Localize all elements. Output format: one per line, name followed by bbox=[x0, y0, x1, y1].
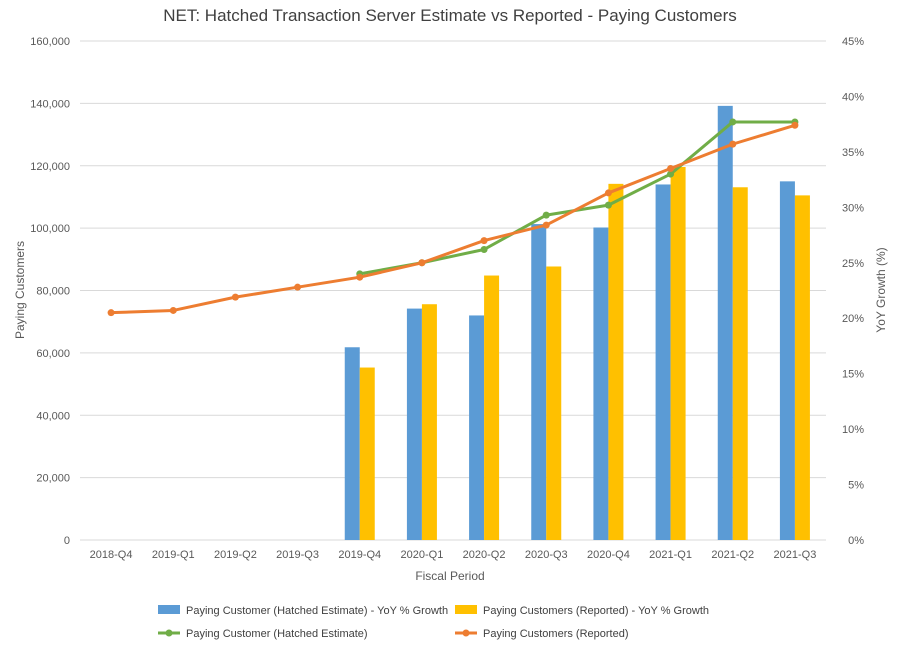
y-tick-label: 80,000 bbox=[36, 286, 70, 298]
y-tick-label: 40,000 bbox=[36, 410, 70, 422]
legend: Paying Customer (Hatched Estimate) - YoY… bbox=[158, 605, 709, 640]
y2-tick-label: 45% bbox=[842, 36, 864, 48]
x-tick-label: 2020-Q4 bbox=[587, 549, 630, 561]
bar-hatched-estimate bbox=[593, 227, 609, 540]
bar-hatched-estimate bbox=[531, 224, 547, 540]
x-tick-label: 2020-Q1 bbox=[401, 549, 444, 561]
y-axis-left: 0 20,000 40,000 60,000 80,000 100,000 120,000 1… bbox=[30, 36, 70, 547]
point-hatched-estimate bbox=[480, 245, 488, 253]
y-tick-label: 60,000 bbox=[36, 348, 70, 360]
x-tick-label: 2021-Q3 bbox=[774, 549, 817, 561]
x-tick-label: 2021-Q2 bbox=[711, 549, 754, 561]
y2-tick-label: 30% bbox=[842, 202, 864, 214]
bar-reported bbox=[359, 367, 375, 540]
bar-reported bbox=[732, 187, 748, 540]
x-tick-label: 2020-Q2 bbox=[463, 549, 506, 561]
x-tick-label: 2020-Q3 bbox=[525, 549, 568, 561]
point-reported bbox=[169, 306, 177, 314]
line-reported bbox=[111, 123, 796, 315]
point-reported bbox=[294, 283, 302, 291]
point-reported bbox=[480, 237, 488, 245]
y-tick-label: 20,000 bbox=[36, 473, 70, 485]
x-tick-label: 2019-Q4 bbox=[338, 549, 381, 561]
point-reported bbox=[356, 273, 364, 281]
chart-title: NET: Hatched Transaction Server Estimate… bbox=[163, 6, 737, 25]
legend-marker bbox=[462, 629, 470, 637]
bar-hatched-estimate bbox=[717, 105, 733, 541]
bar-hatched-estimate bbox=[406, 308, 422, 540]
point-hatched-estimate bbox=[667, 170, 675, 178]
bar-reported bbox=[794, 195, 810, 541]
y2-tick-label: 5% bbox=[848, 480, 864, 492]
point-reported bbox=[604, 189, 612, 197]
y2-tick-label: 40% bbox=[842, 91, 864, 103]
point-reported bbox=[107, 309, 115, 317]
y-tick-label: 120,000 bbox=[30, 161, 70, 173]
y-tick-label: 160,000 bbox=[30, 36, 70, 48]
bar-reported bbox=[670, 166, 686, 540]
bar-reported bbox=[484, 275, 500, 540]
y2-tick-label: 35% bbox=[842, 147, 864, 159]
x-tick-label: 2019-Q2 bbox=[214, 549, 257, 561]
y2-tick-label: 0% bbox=[848, 535, 864, 547]
gridlines bbox=[80, 40, 826, 541]
bar-hatched-estimate bbox=[344, 347, 360, 540]
y-axis-title: Paying Customers bbox=[13, 241, 27, 339]
bar-reported bbox=[421, 304, 437, 540]
point-reported bbox=[667, 165, 675, 173]
bar-series-group bbox=[344, 105, 810, 541]
y-axis-right: 0% 5% 10% 15% 20% 25% 30% 35% 40% 45% bbox=[842, 36, 864, 547]
point-hatched-estimate bbox=[729, 118, 737, 126]
y2-tick-label: 20% bbox=[842, 313, 864, 325]
point-reported bbox=[542, 221, 550, 229]
y-tick-label: 0 bbox=[64, 535, 70, 547]
x-axis: 2018-Q4 2019-Q1 2019-Q2 2019-Q3 2019-Q4 2020-… bbox=[90, 549, 817, 561]
bar-hatched-estimate bbox=[469, 315, 485, 540]
bar-reported bbox=[608, 183, 624, 540]
bar-hatched-estimate bbox=[779, 181, 795, 540]
legend-swatch bbox=[158, 605, 180, 614]
bar-hatched-estimate bbox=[655, 184, 671, 540]
point-reported bbox=[231, 293, 239, 301]
bar-reported bbox=[546, 266, 562, 540]
legend-marker bbox=[165, 629, 173, 637]
y2-tick-label: 25% bbox=[842, 258, 864, 270]
x-tick-label: 2019-Q3 bbox=[276, 549, 319, 561]
x-axis-title: Fiscal Period bbox=[415, 569, 484, 583]
point-reported bbox=[791, 121, 799, 129]
y-tick-label: 140,000 bbox=[30, 98, 70, 110]
y2-tick-label: 15% bbox=[842, 369, 864, 381]
legend-label: Paying Customer (Hatched Estimate) - YoY… bbox=[186, 605, 448, 617]
point-reported bbox=[418, 259, 426, 267]
x-tick-label: 2019-Q1 bbox=[152, 549, 195, 561]
line-series-group bbox=[107, 118, 799, 317]
legend-label: Paying Customers (Reported) - YoY % Grow… bbox=[483, 605, 709, 617]
point-hatched-estimate bbox=[604, 201, 612, 209]
x-tick-label: 2021-Q1 bbox=[649, 549, 692, 561]
y2-tick-label: 10% bbox=[842, 424, 864, 436]
x-tick-label: 2018-Q4 bbox=[90, 549, 133, 561]
legend-label: Paying Customer (Hatched Estimate) bbox=[186, 628, 368, 640]
point-reported bbox=[729, 140, 737, 148]
y2-axis-title: YoY Growth (%) bbox=[874, 247, 888, 332]
legend-swatch bbox=[455, 605, 477, 614]
y-tick-label: 100,000 bbox=[30, 223, 70, 235]
legend-label: Paying Customers (Reported) bbox=[483, 628, 629, 640]
point-hatched-estimate bbox=[542, 211, 550, 219]
